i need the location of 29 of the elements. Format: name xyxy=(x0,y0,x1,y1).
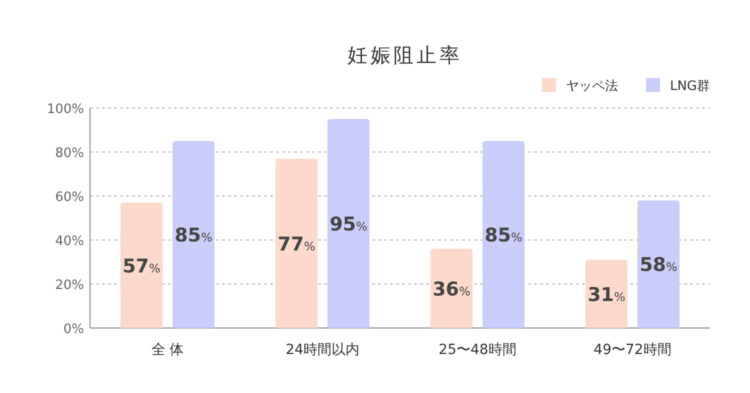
y-tick-label: 0% xyxy=(63,322,84,337)
data-label: 36% xyxy=(432,278,470,300)
bar xyxy=(638,200,680,328)
data-label: 95% xyxy=(330,214,368,236)
legend-label: LNG群 xyxy=(670,79,710,94)
data-label: 58% xyxy=(640,254,678,276)
x-tick-label: 25〜48時間 xyxy=(438,342,516,358)
data-label: 85% xyxy=(174,224,212,246)
bar xyxy=(172,141,214,328)
bar xyxy=(430,248,472,328)
y-tick-label: 80% xyxy=(55,146,84,161)
y-tick-label: 60% xyxy=(55,190,84,205)
bar xyxy=(276,158,318,328)
bar xyxy=(120,202,162,328)
data-label: 77% xyxy=(278,233,316,256)
x-tick-label: 49〜72時間 xyxy=(594,342,672,358)
x-tick-label: 24時間以内 xyxy=(286,342,360,358)
x-tick-label: 全 体 xyxy=(151,342,184,358)
bar xyxy=(328,119,370,328)
bar xyxy=(482,141,524,328)
y-tick-label: 100% xyxy=(46,102,84,117)
data-label: 85% xyxy=(484,224,522,246)
data-label: 57% xyxy=(122,255,160,278)
bar xyxy=(586,260,628,328)
data-label: 31% xyxy=(588,284,626,306)
chart-title: 妊娠阻止率 xyxy=(348,43,462,67)
y-tick-label: 20% xyxy=(55,278,84,293)
legend-label: ヤッペ法 xyxy=(566,79,618,94)
y-tick-label: 40% xyxy=(55,234,84,249)
